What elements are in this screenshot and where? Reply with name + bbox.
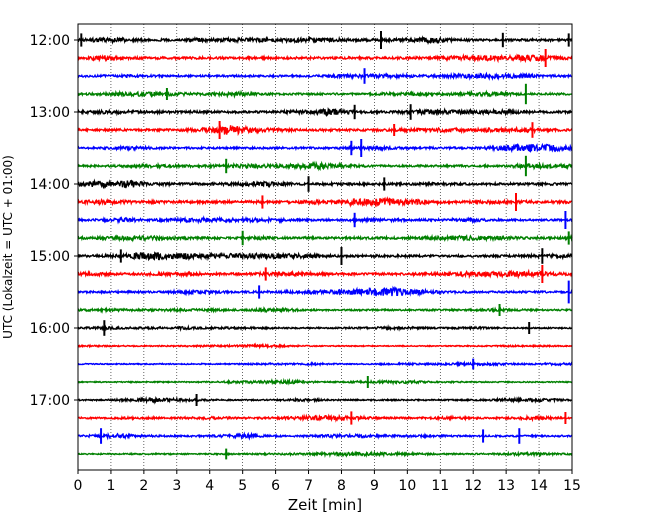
seismic-trace: [77, 324, 573, 333]
x-tick-label: 11: [431, 478, 449, 494]
seismic-trace: [77, 413, 573, 423]
seismic-trace: [77, 377, 573, 386]
y-tick-label: 16:00: [30, 321, 70, 337]
seismic-trace: [77, 342, 573, 350]
x-axis-label: Zeit [min]: [288, 496, 362, 514]
x-tick-label: 14: [530, 478, 548, 494]
plot-area: [78, 24, 572, 470]
y-tick-label: 13:00: [30, 105, 70, 121]
seismic-trace: [77, 71, 573, 81]
x-tick-label: 12: [464, 478, 482, 494]
seismic-trace: [77, 215, 573, 225]
x-tick-label: 6: [271, 478, 280, 494]
y-tick-label: 17:00: [30, 393, 70, 409]
plot-frame: [77, 23, 573, 471]
x-axis: 0 1 2 3 4 5 6 7 8 9 10 11 12 13 14 15: [74, 470, 581, 494]
y-axis: 12:00 13:00 14:00 15:00 16:00 17:00: [30, 33, 78, 409]
seismic-trace: [77, 360, 573, 368]
x-tick-label: 8: [337, 478, 346, 494]
seismic-trace: [77, 233, 573, 243]
seismic-trace: [77, 268, 573, 280]
x-tick-label: 3: [172, 478, 181, 494]
seismic-trace: [77, 178, 573, 190]
x-tick-label: 0: [74, 478, 83, 494]
seismic-trace: [77, 142, 573, 154]
x-tick-label: 15: [563, 478, 581, 494]
seismic-trace: [77, 89, 573, 99]
x-tick-label: 7: [304, 478, 313, 494]
seismic-trace: [77, 107, 573, 118]
y-tick-label: 14:00: [30, 177, 70, 193]
seismic-trace: [77, 160, 573, 172]
seismic-trace: [77, 251, 573, 262]
seismic-trace: [77, 306, 573, 314]
x-tick-label: 2: [139, 478, 148, 494]
seismic-trace: [77, 450, 573, 459]
x-tick-label: 5: [238, 478, 247, 494]
seismic-trace: [77, 53, 573, 64]
seismic-trace: [77, 35, 573, 46]
seismic-trace: [77, 124, 573, 137]
x-tick-label: 1: [106, 478, 115, 494]
y-tick-label: 12:00: [30, 33, 70, 49]
seismic-trace: [77, 431, 573, 441]
x-tick-label: 9: [370, 478, 379, 494]
seismic-trace: [77, 195, 573, 208]
traces: [77, 31, 573, 460]
y-axis-label: UTC (Lokalzeit = UTC + 01:00): [1, 155, 15, 339]
y-tick-label: 15:00: [30, 249, 70, 265]
x-tick-label: 4: [205, 478, 214, 494]
seismic-trace: [77, 285, 573, 297]
x-tick-label: 13: [497, 478, 515, 494]
x-tick-label: 10: [398, 478, 416, 494]
seismic-trace: [77, 395, 573, 405]
